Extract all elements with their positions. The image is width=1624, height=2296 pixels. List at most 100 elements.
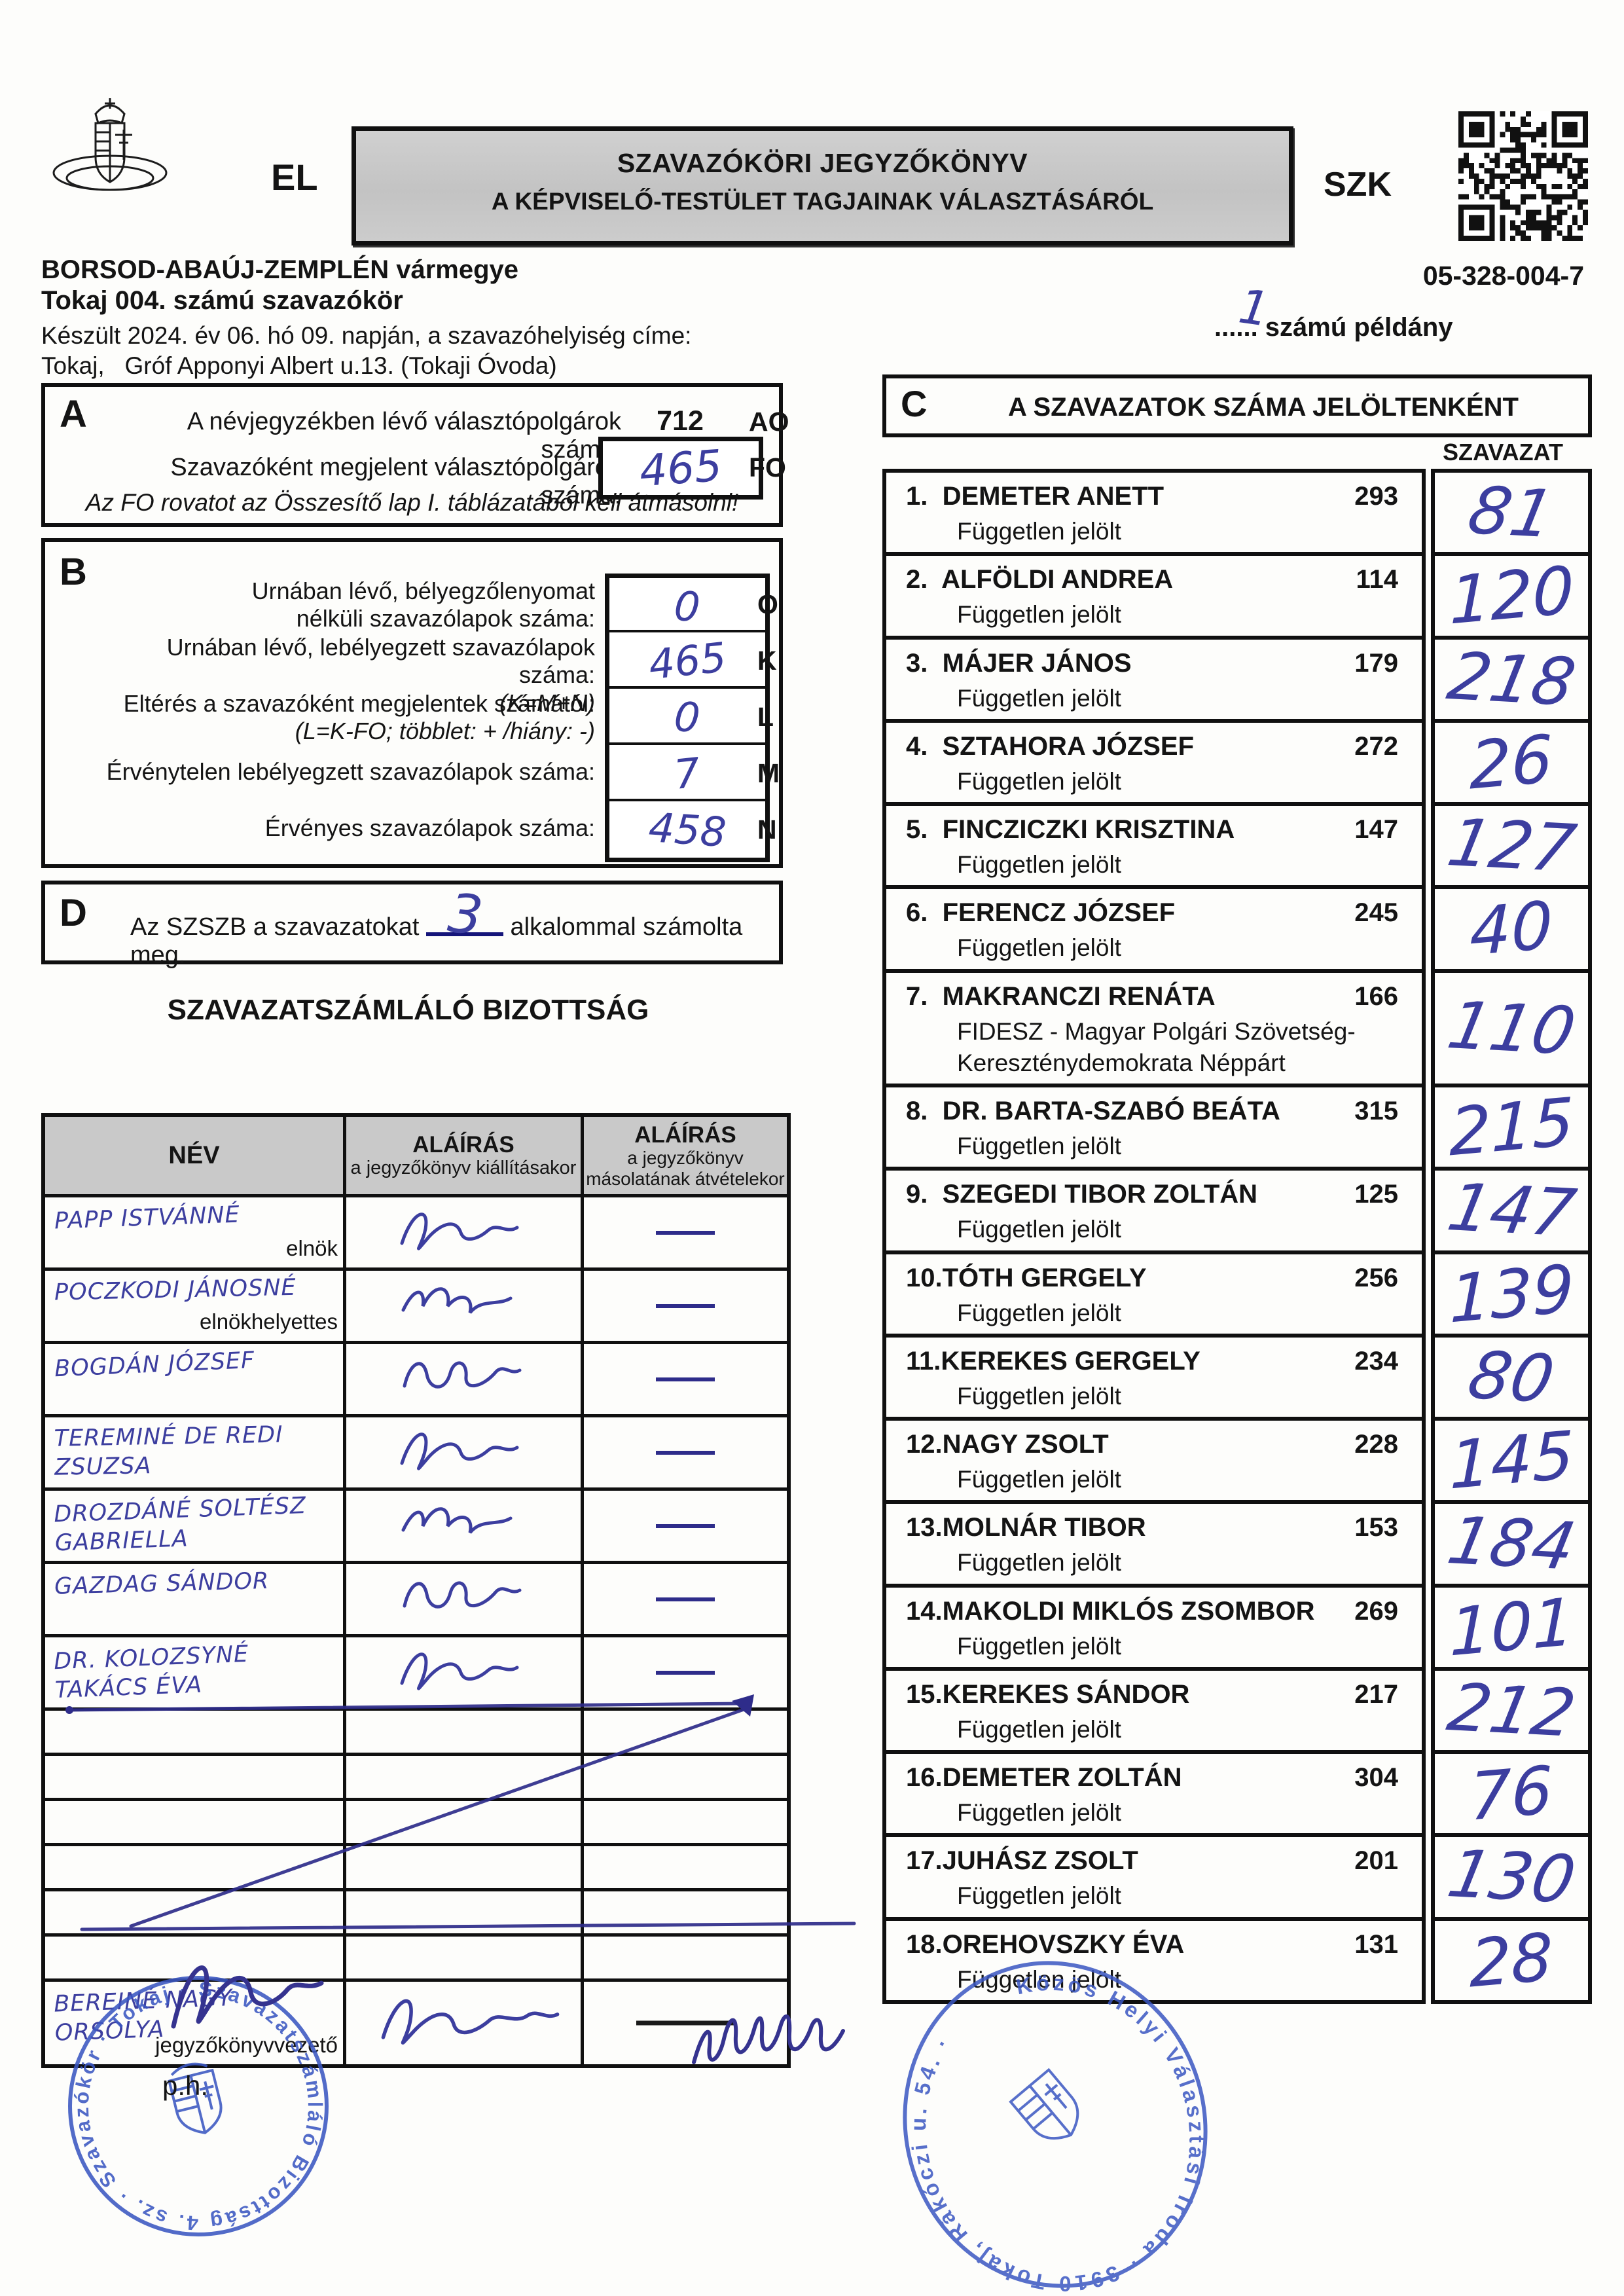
votes-cell: 40 xyxy=(1431,885,1592,973)
registered-voters-value: 712 xyxy=(657,405,704,437)
document-title-box: SZAVAZÓKÖRI JEGYZŐKÖNYV A KÉPVISELŐ-TEST… xyxy=(352,126,1293,246)
candidate-name: 5. FINCZICZKI KRISZTINA xyxy=(906,815,1235,844)
votes-cell: 127 xyxy=(1431,802,1592,890)
member-signature-cell xyxy=(343,1417,581,1487)
votes-cell: 80 xyxy=(1431,1333,1592,1421)
candidate-row: 6. FERENCZ JÓZSEF 245 Független jelölt 4… xyxy=(882,885,1592,973)
title-line-2: A KÉPVISELŐ-TESTÜLET TAGJAINAK VÁLASZTÁS… xyxy=(491,188,1154,215)
candidate-cell: 1. DEMETER ANETT 293 Független jelölt xyxy=(882,469,1426,556)
votes-handwritten: 212 xyxy=(1441,1669,1581,1752)
section-b-code: M xyxy=(757,758,780,788)
votes-cell: 215 xyxy=(1431,1084,1592,1171)
section-b-label: Urnában lévő, bélyegzőlenyomat nélküli sz… xyxy=(251,577,595,632)
candidate-row: 15.KEREKES SÁNDOR 217 Független jelölt 2… xyxy=(882,1666,1592,1754)
section-b-box: B Urnában lévő, bélyegzőlenyomat nélküli … xyxy=(41,538,783,868)
candidate-party: Független jelölt xyxy=(957,1382,1121,1410)
candidate-row: 5. FINCZICZKI KRISZTINA 147 Független je… xyxy=(882,802,1592,890)
votes-cell: 120 xyxy=(1431,552,1592,640)
section-b-value-handwritten: 465 xyxy=(646,632,729,689)
signature-scribble xyxy=(355,1203,571,1268)
candidate-registered-count: 201 xyxy=(1354,1846,1398,1876)
candidate-cell: 3. MÁJER JÁNOS 179 Független jelölt xyxy=(882,635,1426,723)
count-times-text-end: alkalommal számolta meg. xyxy=(130,913,743,969)
dash-mark xyxy=(656,1377,715,1381)
committee-member-row: TEREMINÉ DE REDI ZSUZSA xyxy=(45,1414,787,1487)
candidate-party: FIDESZ - Magyar Polgári Szövetség- xyxy=(957,1017,1356,1045)
candidate-party: Független jelölt xyxy=(957,518,1121,545)
dash-mark xyxy=(656,1670,715,1675)
votes-handwritten: 147 xyxy=(1441,1169,1581,1252)
candidate-registered-count: 125 xyxy=(1354,1180,1398,1209)
member-name-handwritten: DROZDÁNÉ SOLTÉSZ GABRIELLA xyxy=(53,1493,307,1557)
candidate-row: 16.DEMETER ZOLTÁN 304 Független jelölt 7… xyxy=(882,1750,1592,1838)
section-c: C A SZAVAZATOK SZÁMA JELÖLTENKÉNT SZAVAZ… xyxy=(882,374,1592,2004)
member-name-cell: POCZKODI JÁNOSNÉ elnökhelyettes xyxy=(45,1271,343,1341)
candidate-registered-count: 256 xyxy=(1354,1263,1398,1292)
registered-voters-label: A névjegyzékben lévő választópolgárok sz… xyxy=(187,408,621,464)
section-b-value-box: 458 xyxy=(605,799,770,862)
votes-cell: 81 xyxy=(1431,469,1592,556)
section-b-value-box: 0 xyxy=(605,686,770,750)
member-name-cell: TEREMINÉ DE REDI ZSUZSA xyxy=(45,1417,343,1487)
candidate-cell: 8. DR. BARTA-SZABÓ BEÁTA 315 Független j… xyxy=(882,1084,1426,1171)
candidate-party: Független jelölt xyxy=(957,1549,1121,1576)
election-office-oval-stamp: Közös Helyi Választási Iroda · 3910 Toka… xyxy=(885,1948,1225,2296)
votes-cell: 26 xyxy=(1431,718,1592,806)
section-b-value-handwritten: 458 xyxy=(647,803,728,856)
candidate-name: 8. DR. BARTA-SZABÓ BEÁTA xyxy=(906,1097,1280,1125)
committee-header-row: NÉV ALÁÍRÁS a jegyzőkönyv kiállításakor … xyxy=(45,1117,787,1194)
votes-cell: 139 xyxy=(1431,1250,1592,1338)
member-name-cell: GAZDAG SÁNDOR xyxy=(45,1564,343,1634)
svg-text:Közös Helyi Választási Iroda ·: Közös Helyi Választási Iroda · 3910 Toka… xyxy=(885,1948,1225,2296)
candidate-cell: 9. SZEGEDI TIBOR ZOLTÁN 125 Független je… xyxy=(882,1167,1426,1254)
member-copy-signature-cell xyxy=(581,1344,787,1414)
member-copy-signature-cell xyxy=(581,1637,787,1707)
section-b-label: Urnában lévő, lebélyegzett szavazólapok … xyxy=(166,634,595,716)
section-b-letter: B xyxy=(60,551,87,593)
votes-handwritten: 145 xyxy=(1449,1416,1574,1504)
candidate-party: Független jelölt xyxy=(957,1299,1121,1326)
votes-cell: 145 xyxy=(1431,1417,1592,1504)
votes-cell: 101 xyxy=(1431,1583,1592,1671)
votes-handwritten: 215 xyxy=(1449,1083,1574,1171)
candidate-row: 14.MAKOLDI MIKLÓS ZSOMBOR 269 Független … xyxy=(882,1583,1592,1671)
candidate-row: 12.NAGY ZSOLT 228 Független jelölt 145 xyxy=(882,1417,1592,1504)
candidate-registered-count: 293 xyxy=(1354,482,1398,511)
section-b-value-box: 7 xyxy=(605,742,770,806)
candidate-name: 13.MOLNÁR TIBOR xyxy=(906,1513,1146,1542)
ph-placeholder-label: p.h. xyxy=(162,2070,209,2101)
dash-mark xyxy=(656,1303,715,1308)
member-name-handwritten: BOGDÁN JÓZSEF xyxy=(54,1347,256,1383)
candidate-cell: 14.MAKOLDI MIKLÓS ZSOMBOR 269 Független … xyxy=(882,1583,1426,1671)
count-times-blank: 3 xyxy=(425,883,503,947)
member-name-cell: PAPP ISTVÁNNÉ elnök xyxy=(45,1197,343,1267)
candidate-name: 10.TÓTH GERGELY xyxy=(906,1263,1147,1292)
hungarian-coat-of-arms-icon xyxy=(52,98,168,191)
candidate-party: Független jelölt xyxy=(957,934,1121,962)
member-signature-cell xyxy=(343,1197,581,1267)
section-a-box: A A névjegyzékben lévő választópolgárok … xyxy=(41,383,789,527)
candidate-registered-count: 228 xyxy=(1354,1430,1398,1459)
candidate-name: 3. MÁJER JÁNOS xyxy=(906,648,1132,678)
recorder-signature-cell xyxy=(343,1982,581,2064)
member-copy-signature-cell xyxy=(581,1491,787,1561)
precinct-name: Tokaj 004. számú szavazókör xyxy=(41,286,403,315)
votes-handwritten: 101 xyxy=(1449,1583,1574,1671)
committee-col-name: NÉV xyxy=(45,1117,343,1194)
section-b-value-box: 465 xyxy=(605,630,770,693)
candidate-registered-count: 166 xyxy=(1354,981,1398,1011)
county-name: BORSOD-ABAÚJ-ZEMPLÉN vármegye xyxy=(41,255,519,284)
member-name-cell: BOGDÁN JÓZSEF xyxy=(45,1344,343,1414)
candidate-registered-count: 114 xyxy=(1356,565,1398,594)
candidate-cell: 4. SZTAHORA JÓZSEF 272 Független jelölt xyxy=(882,718,1426,806)
section-b-code: N xyxy=(757,814,777,845)
szk-code: SZK xyxy=(1324,166,1392,204)
candidate-row: 17.JUHÁSZ ZSOLT 201 Független jelölt 130 xyxy=(882,1833,1592,1921)
candidate-registered-count: 272 xyxy=(1354,731,1398,761)
candidate-name: 11.KEREKES GERGELY xyxy=(906,1346,1200,1376)
candidate-name: 12.NAGY ZSOLT xyxy=(906,1430,1109,1459)
candidate-party: Független jelölt xyxy=(957,1799,1121,1826)
candidate-cell: 6. FERENCZ JÓZSEF 245 Független jelölt xyxy=(882,885,1426,973)
candidate-party: Független jelölt xyxy=(957,1715,1121,1743)
